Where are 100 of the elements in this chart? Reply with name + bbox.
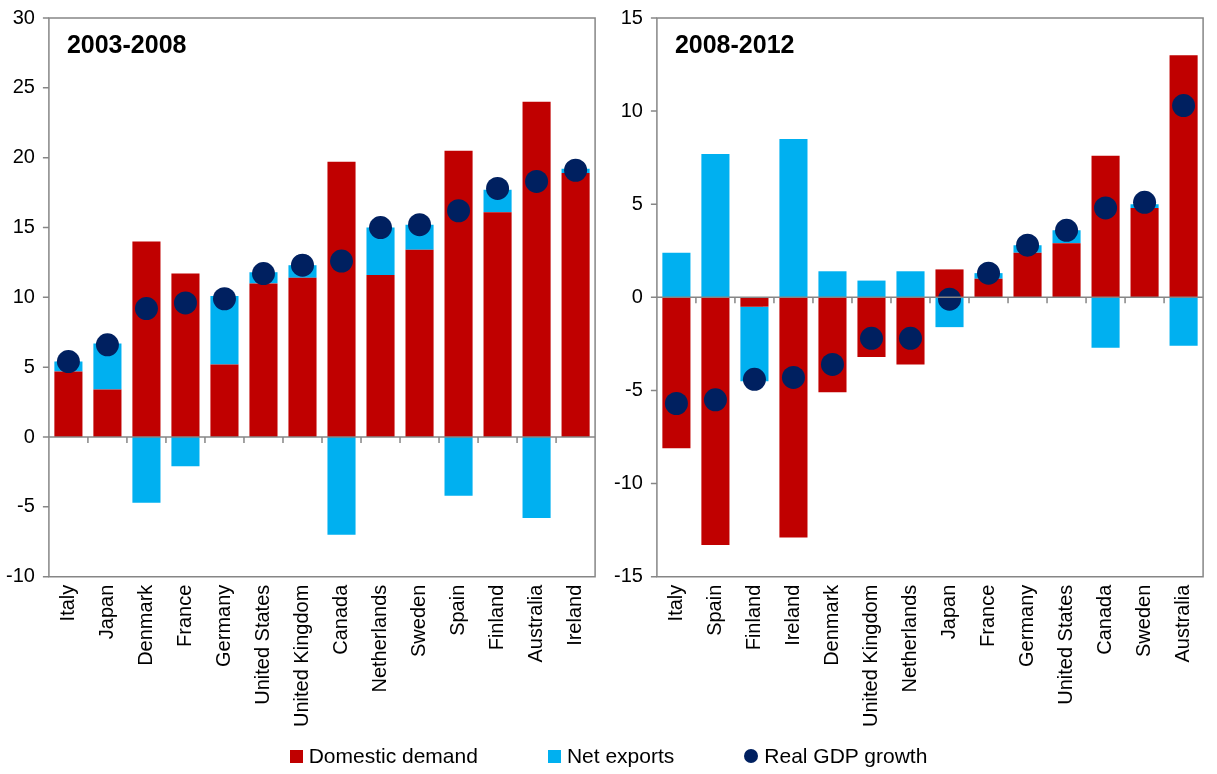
x-tick-label: Italy bbox=[663, 584, 686, 622]
legend-label: Real GDP growth bbox=[764, 744, 928, 768]
x-tick-label: Canada bbox=[1093, 583, 1116, 655]
point bbox=[977, 261, 1001, 285]
point bbox=[1094, 196, 1118, 220]
bar bbox=[405, 249, 434, 438]
point bbox=[486, 176, 510, 200]
x-tick-label: United Kingdom bbox=[290, 584, 313, 728]
x-tick-label: Australia bbox=[524, 583, 547, 663]
point bbox=[447, 199, 471, 223]
bar bbox=[54, 371, 83, 438]
bar bbox=[210, 364, 239, 438]
text: 2008-2012 bbox=[674, 30, 795, 59]
x-tick-label: Australia bbox=[1171, 583, 1194, 663]
bar bbox=[779, 297, 808, 538]
x-tick-label: United States bbox=[251, 584, 273, 705]
y-tick-label: 20 bbox=[12, 145, 35, 168]
bar bbox=[132, 241, 161, 438]
bar bbox=[779, 139, 808, 298]
point bbox=[938, 287, 962, 311]
bar bbox=[662, 252, 691, 298]
x-tick-label: Germany bbox=[1015, 584, 1038, 667]
x-tick-label: Denmark bbox=[819, 583, 842, 666]
text: 2003-2008 bbox=[66, 30, 187, 59]
x-tick-label: Spain bbox=[446, 584, 469, 636]
bar bbox=[522, 437, 551, 519]
y-tick-label: 15 bbox=[620, 5, 643, 28]
point bbox=[703, 388, 727, 412]
x-tick-label: Sweden bbox=[1132, 584, 1155, 657]
legend-label: Domestic demand bbox=[308, 744, 478, 768]
bar bbox=[857, 280, 886, 298]
bar bbox=[1013, 252, 1042, 298]
bar bbox=[818, 271, 847, 298]
point bbox=[820, 352, 844, 376]
bar bbox=[701, 297, 730, 546]
y-tick-label: -15 bbox=[614, 564, 643, 587]
point bbox=[251, 262, 275, 286]
bar bbox=[522, 101, 551, 438]
point bbox=[1055, 218, 1079, 242]
x-tick-label: Netherlands bbox=[898, 584, 921, 693]
bar bbox=[701, 153, 730, 298]
y-tick-label: -10 bbox=[6, 564, 35, 587]
point bbox=[781, 365, 805, 389]
x-tick-label: United States bbox=[1054, 584, 1077, 705]
y-tick-label: 10 bbox=[12, 284, 35, 307]
x-tick-label: Japan bbox=[937, 584, 960, 640]
y-tick-label: 0 bbox=[23, 424, 35, 447]
bar bbox=[132, 437, 161, 503]
bar bbox=[444, 437, 473, 496]
x-tick-label: Denmark bbox=[133, 583, 156, 666]
bar bbox=[171, 273, 200, 438]
x-tick-label: Germany bbox=[211, 584, 234, 667]
point bbox=[564, 158, 588, 182]
y-tick-label: -10 bbox=[614, 471, 643, 494]
bar bbox=[171, 437, 200, 467]
bar bbox=[896, 271, 925, 298]
point bbox=[330, 249, 354, 273]
x-tick-label: Sweden bbox=[407, 584, 430, 657]
y-tick-label: -5 bbox=[17, 494, 35, 517]
bar bbox=[1169, 297, 1198, 346]
x-tick-label: Italy bbox=[55, 584, 78, 622]
point bbox=[1133, 190, 1157, 214]
y-tick-label: -5 bbox=[625, 377, 643, 400]
y-tick-label: 5 bbox=[631, 191, 643, 214]
point bbox=[664, 392, 688, 415]
bar bbox=[1169, 55, 1198, 298]
y-tick-label: 15 bbox=[12, 215, 35, 238]
point bbox=[173, 291, 197, 315]
x-tick-label: France bbox=[976, 584, 999, 647]
bar bbox=[288, 277, 317, 438]
legend-label: Net exports bbox=[566, 744, 675, 768]
point bbox=[290, 253, 314, 277]
bar bbox=[1091, 297, 1120, 348]
point bbox=[95, 333, 119, 357]
point bbox=[134, 297, 158, 321]
bar bbox=[483, 212, 512, 438]
point bbox=[369, 216, 393, 240]
bar bbox=[1130, 207, 1159, 298]
bar bbox=[366, 275, 395, 438]
y-tick-label: 0 bbox=[631, 284, 643, 307]
x-tick-label: Japan bbox=[94, 584, 117, 640]
x-tick-label: Finland bbox=[485, 584, 508, 651]
x-tick-label: Ireland bbox=[780, 584, 803, 646]
y-tick-label: 5 bbox=[23, 354, 35, 377]
y-tick-label: 30 bbox=[12, 5, 35, 28]
bar bbox=[662, 297, 691, 449]
bar bbox=[249, 283, 278, 438]
point bbox=[742, 367, 766, 391]
x-tick-label: Netherlands bbox=[368, 584, 391, 693]
bar bbox=[1052, 243, 1081, 298]
x-tick-label: France bbox=[172, 584, 195, 647]
bar bbox=[444, 150, 473, 438]
point bbox=[212, 287, 236, 311]
bar bbox=[561, 173, 590, 438]
x-tick-label: Ireland bbox=[563, 584, 586, 646]
point bbox=[1172, 94, 1196, 118]
x-tick-label: Canada bbox=[329, 583, 352, 655]
point bbox=[1016, 233, 1040, 257]
point bbox=[525, 169, 549, 193]
bar bbox=[327, 161, 356, 438]
